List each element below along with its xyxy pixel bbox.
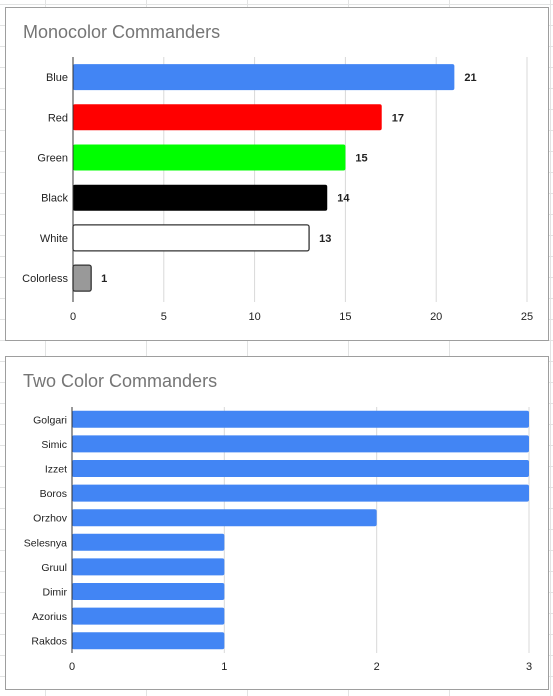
x-tick-label: 2 [374,661,380,673]
category-label: Blue [46,72,68,84]
bar [72,533,225,551]
bar [72,264,92,292]
category-label: Simic [41,439,67,451]
x-tick-label: 20 [430,311,442,323]
bar [72,435,529,453]
bar [72,583,225,600]
chart-title: Two Color Commanders [23,371,218,391]
bar [73,184,328,211]
x-tick-label: 10 [248,311,260,323]
category-label: Green [37,153,68,165]
monocolor-bar-chart: 0 5 10 15 20 25 Blue 21 Red 17 Green 15 Black 14 White… [22,57,533,323]
category-label: Black [41,193,68,205]
data-label: 15 [355,153,367,165]
bar [73,64,455,91]
category-label: White [40,233,68,245]
bar [72,632,225,650]
category-label: Colorless [22,273,68,285]
x-tick-label: 5 [161,311,167,323]
x-tick-label: 3 [526,661,532,673]
two-color-chart-panel[interactable]: Two Color Commanders 0 1 2 3 Golgari Simic Izz… [5,356,549,690]
monocolor-chart-panel[interactable]: Monocolor Commanders 0 5 10 15 20 25 Blue 21 Red… [5,7,549,341]
category-label: Boros [40,488,67,500]
bar [72,484,529,502]
bar [72,460,529,477]
x-tick-label: 0 [69,661,75,673]
category-label: Dimir [43,587,68,599]
category-label: Izzet [45,464,67,476]
two-color-bar-chart: 0 1 2 3 Golgari Simic Izzet Boros Orzhov Selesnya… [24,407,532,673]
x-tick-label: 25 [521,311,533,323]
data-label: 21 [464,72,476,84]
data-label: 17 [392,112,404,124]
bar [73,144,346,171]
bar [72,224,310,252]
category-label: Red [48,112,68,124]
bar [72,509,377,527]
category-label: Azorius [32,611,67,623]
x-tick-label: 0 [70,311,76,323]
category-label: Rakdos [31,636,67,648]
x-tick-label: 15 [339,311,351,323]
bar [72,410,529,428]
data-label: 13 [319,233,331,245]
category-label: Selesnya [24,537,67,549]
bar [73,104,382,131]
category-label: Gruul [41,562,67,574]
data-label: 14 [337,193,350,205]
category-label: Orzhov [33,513,68,525]
x-tick-label: 1 [221,661,227,673]
category-label: Golgari [33,414,67,426]
bar [72,607,225,625]
bar [72,558,225,576]
data-label: 1 [101,273,107,285]
chart-title: Monocolor Commanders [23,22,221,42]
